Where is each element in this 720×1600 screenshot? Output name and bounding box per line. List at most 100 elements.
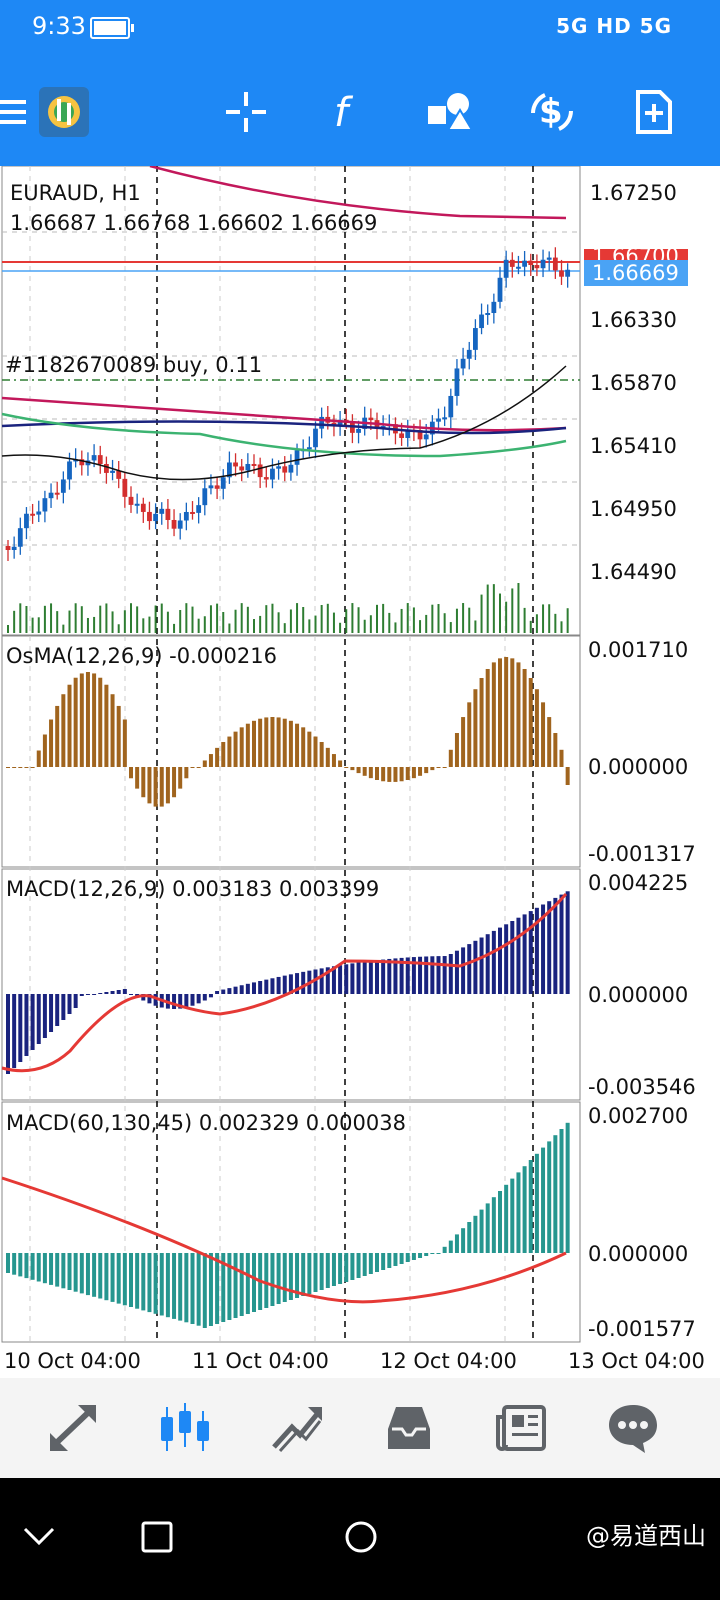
symbol-timeframe: EURAUD, H1 (10, 181, 141, 205)
new-order-icon[interactable] (624, 82, 684, 142)
macd2-bar (504, 1184, 509, 1253)
objects-icon[interactable] (420, 82, 480, 142)
candle-body (491, 301, 497, 314)
back-chevron-icon[interactable] (14, 1512, 64, 1562)
candle-body (448, 395, 454, 418)
macd2-bar (12, 1253, 17, 1275)
candle-body (534, 265, 540, 269)
history-icon[interactable] (374, 1396, 444, 1460)
candle-body (67, 461, 72, 480)
osma-bar (49, 719, 54, 767)
macd2-bar (252, 1253, 256, 1312)
macd-bar (442, 956, 447, 994)
macd-bar (430, 956, 435, 994)
trade-icon[interactable] (262, 1396, 332, 1460)
candle-body (276, 466, 281, 469)
function-icon[interactable]: f (318, 82, 378, 142)
macd-bar (147, 994, 152, 1004)
candle-body (5, 546, 11, 550)
macd2-bar (215, 1253, 220, 1324)
macd-bar (485, 934, 490, 994)
osma-bar (153, 767, 158, 807)
price-pane (1, 165, 581, 636)
macd-bar (141, 994, 146, 1001)
macd2-bar (129, 1253, 133, 1307)
osma-bar (104, 684, 109, 767)
macd-bar (479, 937, 484, 994)
recents-square-icon[interactable] (132, 1512, 182, 1562)
macd-bar (454, 950, 459, 994)
quotes-icon[interactable] (38, 1396, 108, 1460)
news-icon[interactable] (486, 1396, 556, 1460)
osma-bar (504, 657, 509, 767)
osma-axis-label: 0.001710 (588, 638, 688, 662)
macd-bar (491, 930, 496, 994)
osma-bar (307, 731, 312, 767)
macd2-bar (122, 1253, 127, 1306)
osma-bar (239, 727, 244, 767)
osma-bar (325, 747, 330, 767)
candle-body (227, 462, 232, 478)
candle-body (509, 259, 515, 267)
macd-bar (541, 904, 546, 994)
crosshair-icon[interactable] (216, 82, 276, 142)
osma-bar (553, 733, 558, 767)
osma-bar (18, 767, 23, 768)
osma-bar (85, 672, 90, 767)
macd2-bar (491, 1197, 496, 1253)
home-circle-icon[interactable] (336, 1512, 386, 1562)
osma-bar (165, 767, 170, 804)
metatrader-logo-icon[interactable] (34, 82, 94, 142)
macd-bar (276, 976, 281, 994)
svg-text:f: f (334, 90, 354, 134)
macd-bar (504, 924, 509, 994)
candle-body (147, 511, 152, 522)
osma-bar (387, 767, 392, 782)
macd-bar (12, 994, 17, 1068)
trade-dollar-icon[interactable]: $ (522, 82, 582, 142)
candle-body (294, 450, 300, 465)
macd2-bar (473, 1215, 478, 1253)
macd-bar (387, 958, 392, 994)
messages-icon[interactable] (598, 1396, 668, 1460)
status-indicators: 5G HD 5G (556, 14, 672, 38)
candle-body (522, 260, 527, 267)
bottom-navigation (0, 1378, 720, 1478)
candle-body (91, 455, 97, 461)
macd-bar (110, 991, 115, 994)
candle-body (79, 459, 85, 466)
macd-bar (393, 958, 398, 994)
osma-bar (190, 767, 195, 768)
candle-body (116, 470, 122, 479)
candle-body (165, 508, 171, 520)
osma-bar (467, 702, 472, 767)
osma-bar (436, 767, 441, 768)
osma-bar (196, 767, 201, 768)
macd2-bar (381, 1253, 386, 1270)
candle-body (24, 513, 29, 529)
osma-bar (442, 767, 447, 768)
macd-bar (350, 963, 355, 994)
current-price-text: 1.66669 (592, 261, 679, 285)
chart-area[interactable]: EURAUD, H1 1.66687 1.66768 1.66602 1.666… (0, 164, 720, 1378)
chart-canvas[interactable]: EURAUD, H1 1.66687 1.66768 1.66602 1.666… (0, 164, 720, 1378)
candle-body (405, 429, 411, 438)
ma-line-long (149, 164, 567, 220)
macd-bar (381, 959, 386, 994)
menu-icon[interactable] (0, 82, 32, 142)
macd2-bar (98, 1253, 103, 1299)
macd-bar (288, 974, 293, 994)
chart-icon[interactable] (150, 1396, 220, 1460)
macd-bar (418, 956, 423, 994)
ma-line-black (1, 365, 567, 481)
macd-bar (129, 994, 133, 995)
macd-bar (85, 994, 90, 995)
macd2-bar (282, 1253, 287, 1302)
osma-bar (331, 754, 336, 767)
macd2-bar (270, 1253, 275, 1306)
macd2-bar (442, 1246, 447, 1253)
osma-bar (547, 717, 552, 767)
candle-body (466, 349, 472, 359)
osma-bar (295, 723, 300, 767)
candle-body (220, 477, 226, 489)
